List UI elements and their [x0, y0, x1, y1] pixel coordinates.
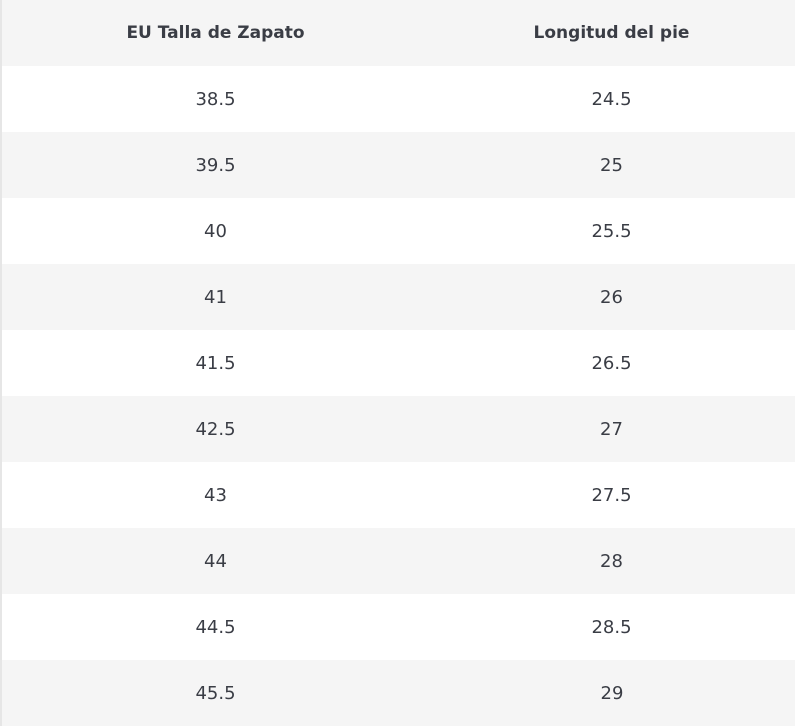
header-row: EU Talla de Zapato Longitud del pie	[1, 0, 795, 66]
table-cell: 43	[1, 462, 429, 528]
table-row: 45.5 29	[1, 660, 795, 726]
table-cell: 25	[429, 132, 795, 198]
table-cell: 29	[429, 660, 795, 726]
table-cell: 44.5	[1, 594, 429, 660]
table-header: EU Talla de Zapato Longitud del pie	[1, 0, 795, 66]
table-cell: 26	[429, 264, 795, 330]
table-cell: 28.5	[429, 594, 795, 660]
table-cell: 44	[1, 528, 429, 594]
table-row: 42.5 27	[1, 396, 795, 462]
table-cell: 25.5	[429, 198, 795, 264]
table-row: 44 28	[1, 528, 795, 594]
table-cell: 27.5	[429, 462, 795, 528]
table-cell: 42.5	[1, 396, 429, 462]
table-cell: 27	[429, 396, 795, 462]
table-row: 41 26	[1, 264, 795, 330]
table-cell: 26.5	[429, 330, 795, 396]
table-row: 41.5 26.5	[1, 330, 795, 396]
header-cell: Longitud del pie	[429, 0, 795, 66]
table-row: 39.5 25	[1, 132, 795, 198]
table-cell: 24.5	[429, 66, 795, 132]
table-body: 38.5 24.5 39.5 25 40 25.5 41 26 41.5 26.5 42.5 27 43…	[1, 66, 795, 726]
table-row: 43 27.5	[1, 462, 795, 528]
table-row: 44.5 28.5	[1, 594, 795, 660]
table-cell: 45.5	[1, 660, 429, 726]
table-cell: 40	[1, 198, 429, 264]
table-cell: 38.5	[1, 66, 429, 132]
table-cell: 41	[1, 264, 429, 330]
table-row: 38.5 24.5	[1, 66, 795, 132]
header-cell: EU Talla de Zapato	[1, 0, 429, 66]
table-cell: 39.5	[1, 132, 429, 198]
table-cell: 28	[429, 528, 795, 594]
table-cell: 41.5	[1, 330, 429, 396]
table-row: 40 25.5	[1, 198, 795, 264]
